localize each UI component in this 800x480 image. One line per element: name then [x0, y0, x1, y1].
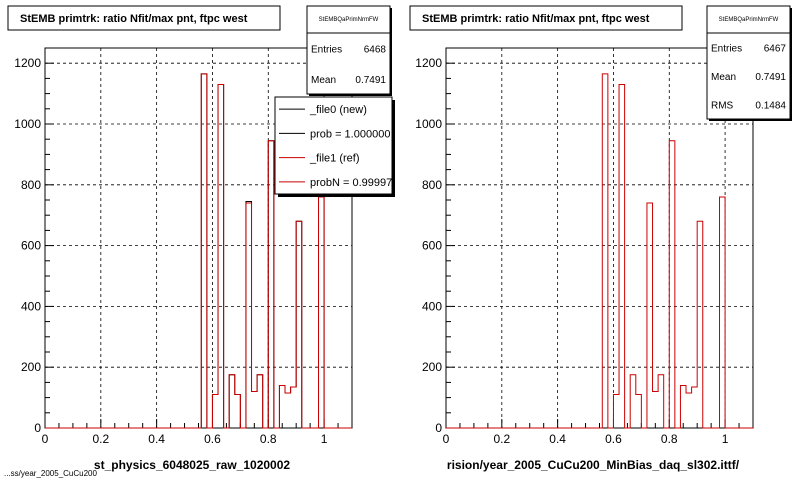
- y-tick-label: 0: [435, 421, 442, 435]
- legend-label: _file0 (new): [309, 104, 367, 116]
- y-tick-label: 1200: [415, 56, 442, 70]
- y-tick-label: 1200: [14, 56, 41, 70]
- chart-title: StEMB primtrk: ratio Nfit/max pnt, ftpc …: [422, 13, 650, 25]
- stats-mean-value: 0.7491: [755, 72, 786, 83]
- y-tick-label: 200: [422, 360, 442, 374]
- x-tick-label: 0.6: [605, 432, 622, 446]
- stats-entries-label: Entries: [711, 43, 742, 54]
- legend: _file0 (new) prob = 1.000000 _file1 (ref) p…: [274, 96, 398, 197]
- title-box: [409, 5, 683, 31]
- y-tick-label: 0: [34, 421, 41, 435]
- stats-name: StEMBQaPrimNrmFW: [719, 17, 779, 23]
- x-tick-label: 0.8: [661, 432, 678, 446]
- x-tick-label: 0.2: [92, 432, 109, 446]
- legend-label: probN = 0.999977: [310, 177, 398, 189]
- x-tick-label: 1: [722, 432, 729, 446]
- x-tick-label: 0: [42, 432, 49, 446]
- stats-rms-value: 0.1484: [755, 101, 786, 112]
- y-tick-label: 600: [21, 239, 41, 253]
- x-tick-label: 0.8: [260, 432, 277, 446]
- x-tick-label: 0.2: [493, 432, 510, 446]
- stats-entries-label: Entries: [311, 44, 342, 55]
- chart-panel-1: 0 0.2 0.4 0.6 0.8 1 0 200 400 600 800 1000 1200 risio…: [409, 5, 792, 472]
- chart-title: StEMB primtrk: ratio Nfit/max pnt, ftpc …: [20, 13, 248, 25]
- stats-mean-label: Mean: [311, 75, 336, 86]
- y-tick-label: 800: [21, 178, 41, 192]
- plot-frame: [445, 47, 754, 429]
- stats-entries-value: 6467: [764, 43, 787, 54]
- y-tick-label: 400: [21, 299, 41, 313]
- legend-label: _file1 (ref): [309, 153, 360, 165]
- x-tick-label: 0.6: [204, 432, 221, 446]
- x-axis-title: st_physics_6048025_raw_1020002: [94, 458, 290, 472]
- stats-name: StEMBQaPrimNrmFW: [319, 17, 379, 23]
- y-tick-label: 200: [21, 360, 41, 374]
- stats-mean-value: 0.7491: [355, 75, 386, 86]
- legend-label: prob = 1.000000: [310, 128, 390, 140]
- legend-entries: _file0 (new) prob = 1.000000 _file1 (ref) p…: [279, 104, 398, 189]
- x-tick-label: 0.4: [148, 432, 165, 446]
- x-tick-label: 0.4: [549, 432, 566, 446]
- x-axis-title: rision/year_2005_CuCu200_MinBias_daq_sl3…: [447, 458, 740, 472]
- y-tick-label: 1000: [14, 117, 41, 131]
- histogram-series-1: [45, 73, 352, 429]
- x-tick-label: 1: [321, 432, 328, 446]
- y-tick-label: 800: [422, 178, 442, 192]
- footer-text: ...ss/year_2005_CuCu200: [4, 469, 98, 478]
- stats-mean-label: Mean: [711, 72, 736, 83]
- stats-rms-label: RMS: [711, 101, 734, 112]
- y-tick-label: 1000: [415, 117, 442, 131]
- histogram-series-0: [446, 73, 753, 429]
- y-tick-label: 400: [422, 299, 442, 313]
- stats-entries-value: 6468: [364, 44, 387, 55]
- x-tick-label: 0: [443, 432, 450, 446]
- title-box: [7, 5, 281, 31]
- chart-panel-0: 0 0.2 0.4 0.6 0.8 1 0 200 400 600 800 1000 1200 st_ph…: [7, 5, 398, 472]
- stats-box: [706, 5, 791, 120]
- stats-box: [306, 5, 391, 95]
- legend-box: [274, 96, 393, 195]
- y-tick-label: 600: [422, 239, 442, 253]
